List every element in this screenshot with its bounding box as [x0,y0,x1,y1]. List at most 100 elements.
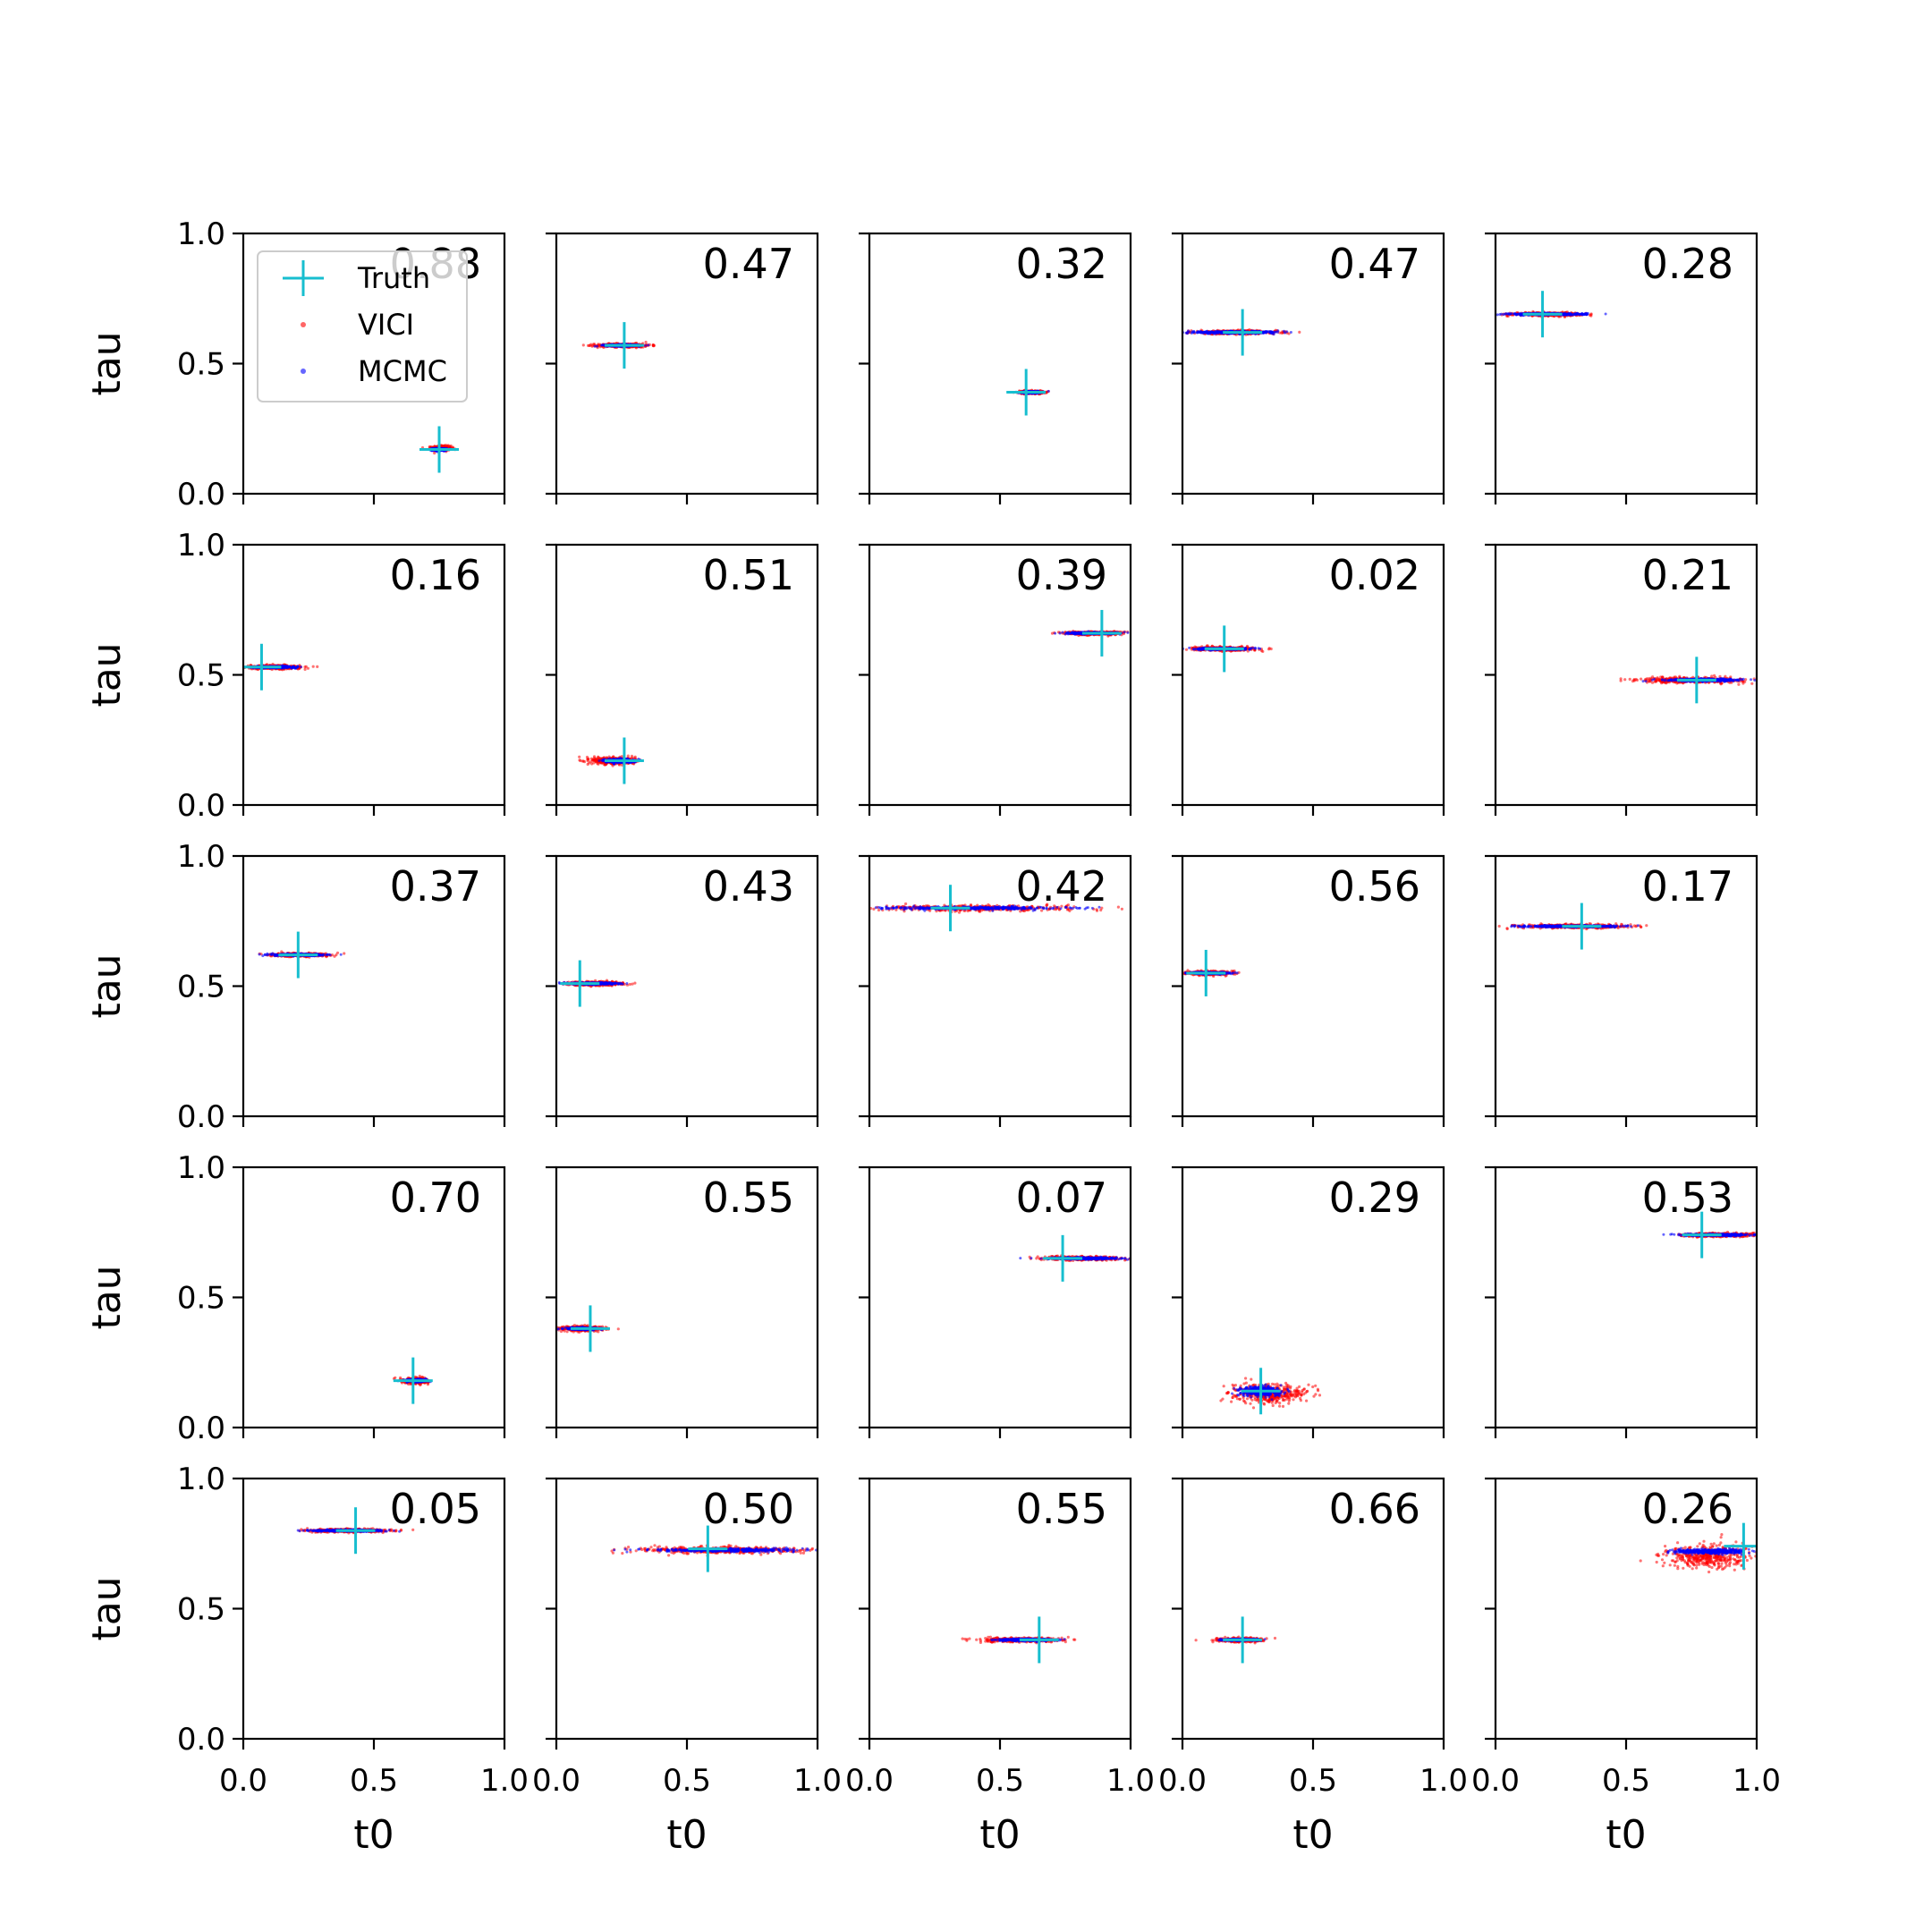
scatter-points [1163,309,1301,356]
panel-value-label: 0.28 [1642,240,1733,288]
mcmc-point [1174,332,1176,335]
vici-point [590,343,594,347]
vici-point [626,754,630,758]
mcmc-point [1515,313,1519,317]
mcmc-point [1604,312,1607,316]
legend-label: VICI [358,308,414,342]
mcmc-point [1190,332,1193,335]
mcmc-point [1196,330,1199,334]
mcmc-point [1174,330,1176,333]
vici-point [1167,331,1170,334]
mcmc-point [596,344,598,348]
mcmc-point [300,665,302,669]
vici-point [240,666,242,669]
y-tick-label: 0.0 [177,788,225,824]
scatter-points [1478,291,1607,338]
vici-point [578,755,581,758]
panel-value-label: 0.32 [1016,240,1107,288]
vici-point [451,445,454,449]
panel-value-label: 0.47 [1329,240,1420,288]
mcmc-point [1212,332,1216,335]
y-tick-label: 0.0 [177,477,225,513]
mcmc-point [1170,331,1173,334]
mcmc-point [1498,313,1502,316]
mcmc-point [1285,330,1289,334]
panel-2: 0.32 [859,232,1132,504]
mcmc-point [1199,330,1202,334]
vici-point [306,666,309,670]
vici-point [1174,330,1177,333]
mcmc-point [1478,314,1480,317]
y-axis-label: tau [84,331,130,395]
vici-point [233,665,236,668]
mcmc-point [1270,331,1274,335]
vici-point [644,340,648,344]
vici-point [1168,333,1171,335]
vici-point [1491,314,1494,317]
mcmc-point [1569,312,1572,316]
y-tick-label: 0.5 [177,347,225,383]
legend-label: Truth [357,261,430,295]
vici-point [1298,330,1301,334]
mcmc-point [1046,389,1050,393]
vici-point [1589,312,1593,316]
scatter-points [419,426,459,473]
mcmc-point [1275,331,1279,334]
mcmc-point [1289,331,1292,334]
vici-point [581,343,585,347]
vici-point [303,667,307,672]
mcmc-point [647,343,650,347]
mcmc-point [1563,312,1566,316]
legend-box [257,250,468,402]
mcmc-point [286,665,289,669]
panel-3: 0.47 [1163,232,1445,504]
mcmc-point [1504,312,1507,316]
scatter-points [233,643,319,691]
vici-point [303,665,307,669]
panel-value-label: 0.16 [390,551,481,599]
vici-point [586,762,589,767]
panel-0: 0.00.51.00.88tauTruthVICIMCMC [84,216,506,513]
vici-point [239,667,242,670]
legend-dot [301,369,306,374]
mcmc-point [593,344,597,348]
legend-dot [301,322,306,327]
vici-point [433,452,436,455]
panel-value-label: 0.47 [703,240,794,288]
mcmc-point [1170,332,1173,335]
mcmc-point [1216,331,1220,335]
panel-4: 0.28 [1478,232,1758,504]
mcmc-point [1519,312,1522,316]
mcmc-point [1284,331,1287,335]
mcmc-point [1273,330,1276,334]
mcmc-point [600,343,603,347]
mcmc-point [1204,331,1208,335]
vici-point [652,343,657,347]
mcmc-point [1163,330,1165,333]
mcmc-point [292,665,294,668]
mcmc-point [1178,332,1181,335]
mcmc-point [1187,329,1190,333]
mcmc-point [1573,313,1577,316]
mcmc-point [295,665,299,669]
mcmc-point [1584,312,1588,316]
vici-point [239,666,242,669]
vici-point [316,665,319,669]
mcmc-point [1506,312,1510,316]
mcmc-point [1577,312,1580,316]
vici-point [578,758,581,762]
mcmc-point [644,343,648,347]
y-tick-label: 0.5 [177,658,225,694]
mcmc-point [1208,331,1212,335]
panel-1: 0.47 [546,232,819,504]
mcmc-point [1580,312,1583,316]
mcmc-point [1496,313,1499,317]
y-tick-label: 1.0 [177,216,225,252]
mcmc-point [1262,331,1266,335]
mcmc-point [1193,331,1196,335]
scatter-points [581,322,657,369]
panel-6: 0.51 [546,543,819,816]
mcmc-point [281,665,284,668]
